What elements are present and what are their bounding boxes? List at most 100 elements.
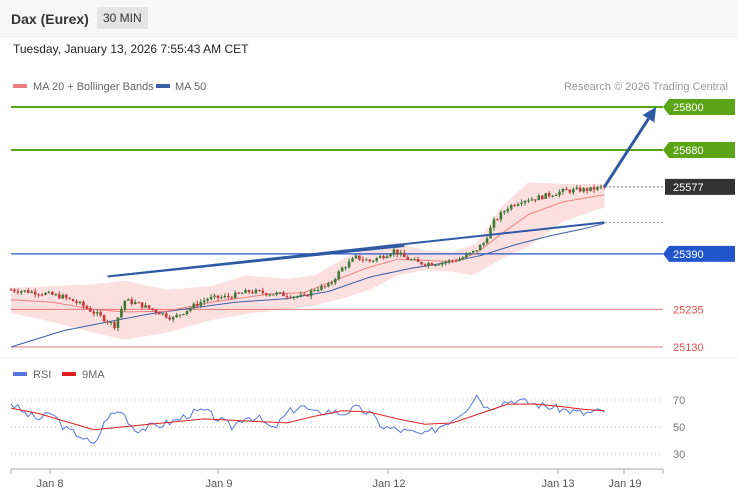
candle-body xyxy=(251,292,254,294)
candle-body xyxy=(361,259,365,261)
candle-body xyxy=(351,258,354,262)
candle-body xyxy=(261,290,265,294)
candle-body xyxy=(589,187,592,191)
candle-body xyxy=(144,305,147,308)
candle-body xyxy=(23,290,27,292)
candle-body xyxy=(13,289,16,292)
candle-body xyxy=(306,294,309,297)
resistance-level-label: 25680 xyxy=(673,145,704,157)
candle-body xyxy=(489,227,492,239)
candle-body xyxy=(120,309,123,318)
candle-body xyxy=(106,321,109,323)
candle-body xyxy=(378,256,382,258)
candle-body xyxy=(420,261,423,265)
candle-body xyxy=(516,203,520,206)
candle-body xyxy=(440,262,444,265)
candle-body xyxy=(468,252,472,255)
candle-body xyxy=(534,199,537,201)
candle-body xyxy=(296,296,299,298)
candle-body xyxy=(454,260,458,262)
candle-body xyxy=(26,290,30,293)
rsi-line xyxy=(10,394,605,445)
candle-body xyxy=(406,257,410,260)
candle-body xyxy=(358,255,361,260)
candle-body xyxy=(168,317,171,320)
candle-body xyxy=(237,292,240,294)
candle-body xyxy=(596,186,599,190)
candle-body xyxy=(275,292,278,295)
candle-body xyxy=(282,292,285,297)
candle-body xyxy=(178,314,182,316)
candle-body xyxy=(537,195,541,201)
candle-body xyxy=(585,188,589,191)
candle-body xyxy=(126,299,130,301)
candle-body xyxy=(240,293,244,295)
candle-body xyxy=(578,187,582,192)
rsi-legend-swatch xyxy=(13,372,27,376)
candle-body xyxy=(189,307,192,311)
candle-body xyxy=(130,299,134,304)
candle-body xyxy=(247,290,251,293)
rsi-tick-label: 30 xyxy=(673,449,685,461)
candle-body xyxy=(271,294,275,296)
target-arrow xyxy=(603,107,657,188)
candle-body xyxy=(330,282,334,284)
ma20-legend-label: MA 20 + Bollinger Bands xyxy=(33,81,154,93)
candle-body xyxy=(313,290,316,292)
candle-body xyxy=(206,299,209,301)
candle-body xyxy=(78,301,82,304)
candle-body xyxy=(68,297,71,299)
candle-body xyxy=(409,259,413,261)
candle-body xyxy=(565,188,568,191)
candle-body xyxy=(551,195,554,197)
candle-body xyxy=(599,186,603,188)
candle-body xyxy=(199,302,203,306)
rsi-legend: RSI 9MA xyxy=(13,369,105,381)
candle-body xyxy=(427,263,430,266)
candle-body xyxy=(102,315,106,322)
candle-body xyxy=(416,259,420,262)
candle-body xyxy=(592,187,596,190)
target-arrow-head xyxy=(642,107,657,123)
timestamp: Tuesday, January 13, 2026 7:55:43 AM CET xyxy=(13,42,249,56)
candle-body xyxy=(264,293,268,296)
candle-body xyxy=(292,296,296,298)
candle-body xyxy=(547,193,551,197)
candle-body xyxy=(230,297,234,299)
x-tick-label: Jan 9 xyxy=(206,478,233,490)
candle-body xyxy=(327,283,330,287)
candle-body xyxy=(437,264,441,266)
candle-body xyxy=(503,211,506,213)
candle-body xyxy=(392,249,396,255)
candle-body xyxy=(89,308,92,312)
candle-body xyxy=(75,301,78,304)
candle-body xyxy=(575,187,579,190)
interval-button[interactable]: 30 MIN xyxy=(97,7,148,29)
candle-body xyxy=(285,296,289,298)
candle-body xyxy=(527,200,530,202)
resistance-level-label: 25800 xyxy=(673,102,704,114)
last-price-label: 25577 xyxy=(673,182,704,194)
candle-body xyxy=(175,315,178,318)
candle-body xyxy=(164,313,168,318)
candle-body xyxy=(85,306,89,309)
candle-body xyxy=(371,260,375,262)
candle-body xyxy=(140,302,144,308)
trendlines xyxy=(107,221,605,278)
candle-body xyxy=(54,294,58,296)
x-tick-label: Jan 8 xyxy=(37,478,64,490)
candle-body xyxy=(254,290,258,294)
candle-body xyxy=(399,252,403,255)
candle-body xyxy=(465,254,468,258)
candle-body xyxy=(385,256,389,259)
candle-body xyxy=(447,260,451,262)
candle-body xyxy=(99,312,102,316)
rsi-ma-line xyxy=(10,403,605,431)
candle-body xyxy=(154,309,158,313)
candle-body xyxy=(16,291,20,293)
rsi-ma-legend-swatch xyxy=(62,372,76,376)
candle-body xyxy=(192,303,196,308)
candle-body xyxy=(582,188,585,192)
candle-body xyxy=(368,259,372,262)
candle-body xyxy=(302,294,306,296)
